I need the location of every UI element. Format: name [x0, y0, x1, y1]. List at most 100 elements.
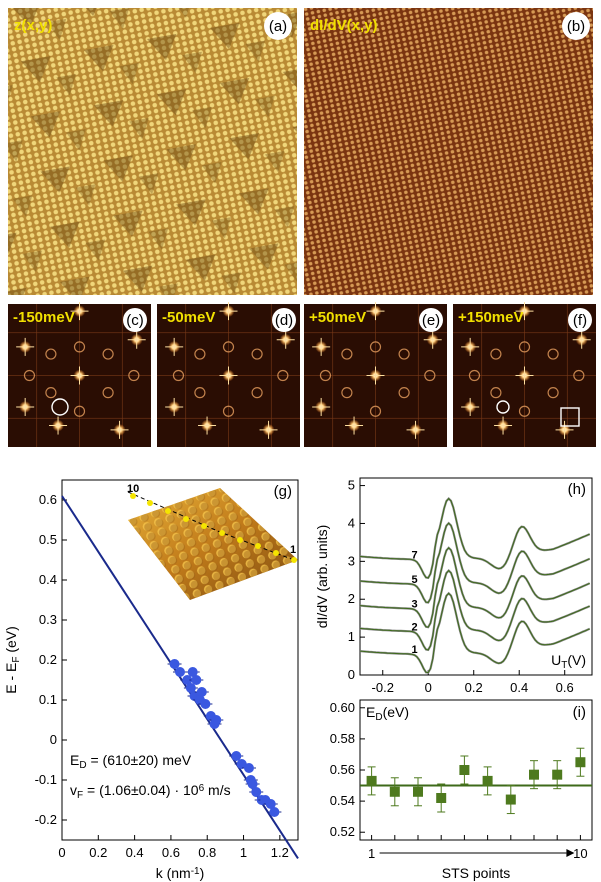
chart-h-xtick-label: 0.6: [556, 680, 574, 695]
chart-g-ylabel: E - EF (eV): [3, 626, 22, 694]
chart-g-point: [247, 779, 258, 789]
chart-g-point: [243, 763, 254, 773]
chart-i-point: [575, 757, 586, 768]
chart-i-arrow-head: [566, 849, 575, 857]
fft-moire-ring: [102, 387, 114, 399]
chart-g-annotation-ED: ED = (610±20) meV: [70, 752, 192, 771]
chart-g-xtick-label: 0.8: [198, 845, 216, 860]
chart-h-xtick-label: 0.2: [465, 680, 483, 695]
fft-moire-ring: [468, 369, 481, 382]
chart-i-tag: (i): [573, 704, 586, 721]
fft-moire-ring: [490, 387, 502, 399]
chart-h-xtick-label: 0.4: [510, 680, 528, 695]
chart-g-point: [182, 675, 193, 685]
fft-tag: (f): [573, 312, 587, 329]
fft-moire-ring: [194, 348, 206, 360]
fft-moire-ring: [490, 348, 502, 360]
chart-g-point: [265, 799, 276, 809]
fft-moire-ring: [398, 348, 410, 360]
chart-g-inset-bumps: [128, 488, 298, 600]
fft-moire-ring: [547, 387, 559, 399]
chart-g-ytick-label: 0.3: [39, 612, 57, 627]
chart-h-series-5-fit: [359, 522, 590, 604]
fft-energy-label: -150meV: [13, 309, 75, 326]
chart-g-ytick-label: 0.1: [39, 692, 57, 707]
fft-moire-ring: [398, 387, 410, 399]
fft-moire-ring: [573, 369, 585, 382]
fft-moire-ring: [194, 387, 206, 399]
chart-i-point: [505, 794, 516, 805]
chart-g-point: [231, 751, 242, 761]
chart-g-xtick-label: 0: [58, 845, 65, 860]
chart-h-xtick-label: -0.2: [372, 680, 394, 695]
panel-b-label: dI/dV(x,y): [310, 17, 378, 34]
chart-g-point: [175, 667, 185, 677]
chart-i-point: [389, 786, 400, 797]
fft-moire-ring: [251, 348, 263, 360]
chart-i-x-end-label: 10: [573, 846, 587, 861]
chart-g-inset-sts-point: [165, 508, 171, 514]
chart-h-ylabel: dI/dV (arb. units): [314, 525, 330, 629]
fft-tag-circle: [419, 308, 443, 332]
fft-panel-3: +150meV (f): [453, 302, 596, 447]
chart-g-ytick-label: 0.2: [39, 652, 57, 667]
chart-h-series-label: 5: [412, 574, 418, 586]
chart-i-x-start-label: 1: [368, 846, 375, 861]
fft-moire-ring: [102, 348, 114, 360]
fft-tag: (c): [126, 312, 144, 329]
panel-a-tag-circle: [264, 12, 292, 40]
fft-panel-0: -150meV (c): [8, 302, 151, 447]
chart-g-tag: (g): [274, 483, 292, 500]
fft-selection-circle: [496, 400, 510, 414]
fft-panel-2: +50meV (e): [304, 302, 447, 447]
chart-h-series-label: 7: [412, 549, 418, 561]
chart-i-ytick-label: 0.56: [330, 762, 355, 777]
panel-b-didv: dI/dV(x,y) (b): [304, 8, 593, 295]
chart-g-xtick-label: 0.4: [126, 845, 144, 860]
chart-h-series-label: 1: [412, 644, 418, 656]
chart-h-series-7-fit: [359, 497, 590, 579]
fft-tag-circle: [272, 308, 296, 332]
chart-h-series-label: 2: [412, 621, 418, 633]
chart-g-xtick-label: 0.2: [89, 845, 107, 860]
chart-g-inset-sts-point: [130, 493, 136, 499]
chart-g-point: [251, 787, 262, 797]
chart-h-series-label: 3: [412, 599, 418, 611]
chart-g-inset-sts-point: [273, 550, 279, 556]
chart-g-ytick-label: 0.6: [39, 492, 57, 507]
chart-g-xtick-label: 0.6: [162, 845, 180, 860]
chart-g-ytick-label: 0: [50, 732, 57, 747]
fft-energy-label: +50meV: [309, 309, 366, 326]
chart-i-point: [366, 775, 377, 786]
fft-moire-ring: [222, 341, 235, 353]
chart-g-point: [169, 659, 180, 669]
chart-g-inset-sts-point: [237, 537, 243, 543]
chart-i-ylabel: ED(eV): [366, 704, 409, 723]
chart-i-ytick-label: 0.52: [330, 824, 355, 839]
fft-moire-ring: [424, 369, 436, 382]
fft-moire-ring: [369, 341, 382, 353]
chart-g-inset: 10 1: [127, 483, 298, 600]
chart-i-ytick-label: 0.60: [330, 700, 355, 715]
fft-moire-ring: [277, 369, 289, 382]
chart-g-point: [187, 667, 198, 677]
fft-moire-ring: [45, 387, 57, 399]
fft-moire-ring: [341, 387, 353, 399]
chart-i-point: [529, 769, 539, 780]
fft-selection-circle: [51, 398, 69, 416]
chart-i-point: [436, 793, 447, 803]
chart-h-series-3-fit: [359, 547, 590, 628]
fft-moire-ring: [341, 348, 353, 360]
chart-g-ytick-label: -0.2: [35, 812, 57, 827]
chart-g-inset-sts-point: [201, 523, 207, 529]
chart-h: -0.2 0 0.2 0.4 0.6 0 1 2 3 4 5 dI/dV (arb. units) UT…: [314, 477, 593, 695]
panel-a-topography: z(x,y) (a): [8, 8, 297, 295]
chart-i-point: [482, 775, 493, 786]
chart-i-xlabel: STS points: [442, 865, 510, 881]
chart-g-inset-label-end: 1: [290, 544, 296, 556]
chart-g-xtick-label: 1.2: [271, 845, 289, 860]
fft-moire-ring: [518, 405, 531, 417]
chart-g-inset-sts-point: [255, 543, 261, 549]
chart-h-ytick-label: 3: [348, 553, 355, 568]
